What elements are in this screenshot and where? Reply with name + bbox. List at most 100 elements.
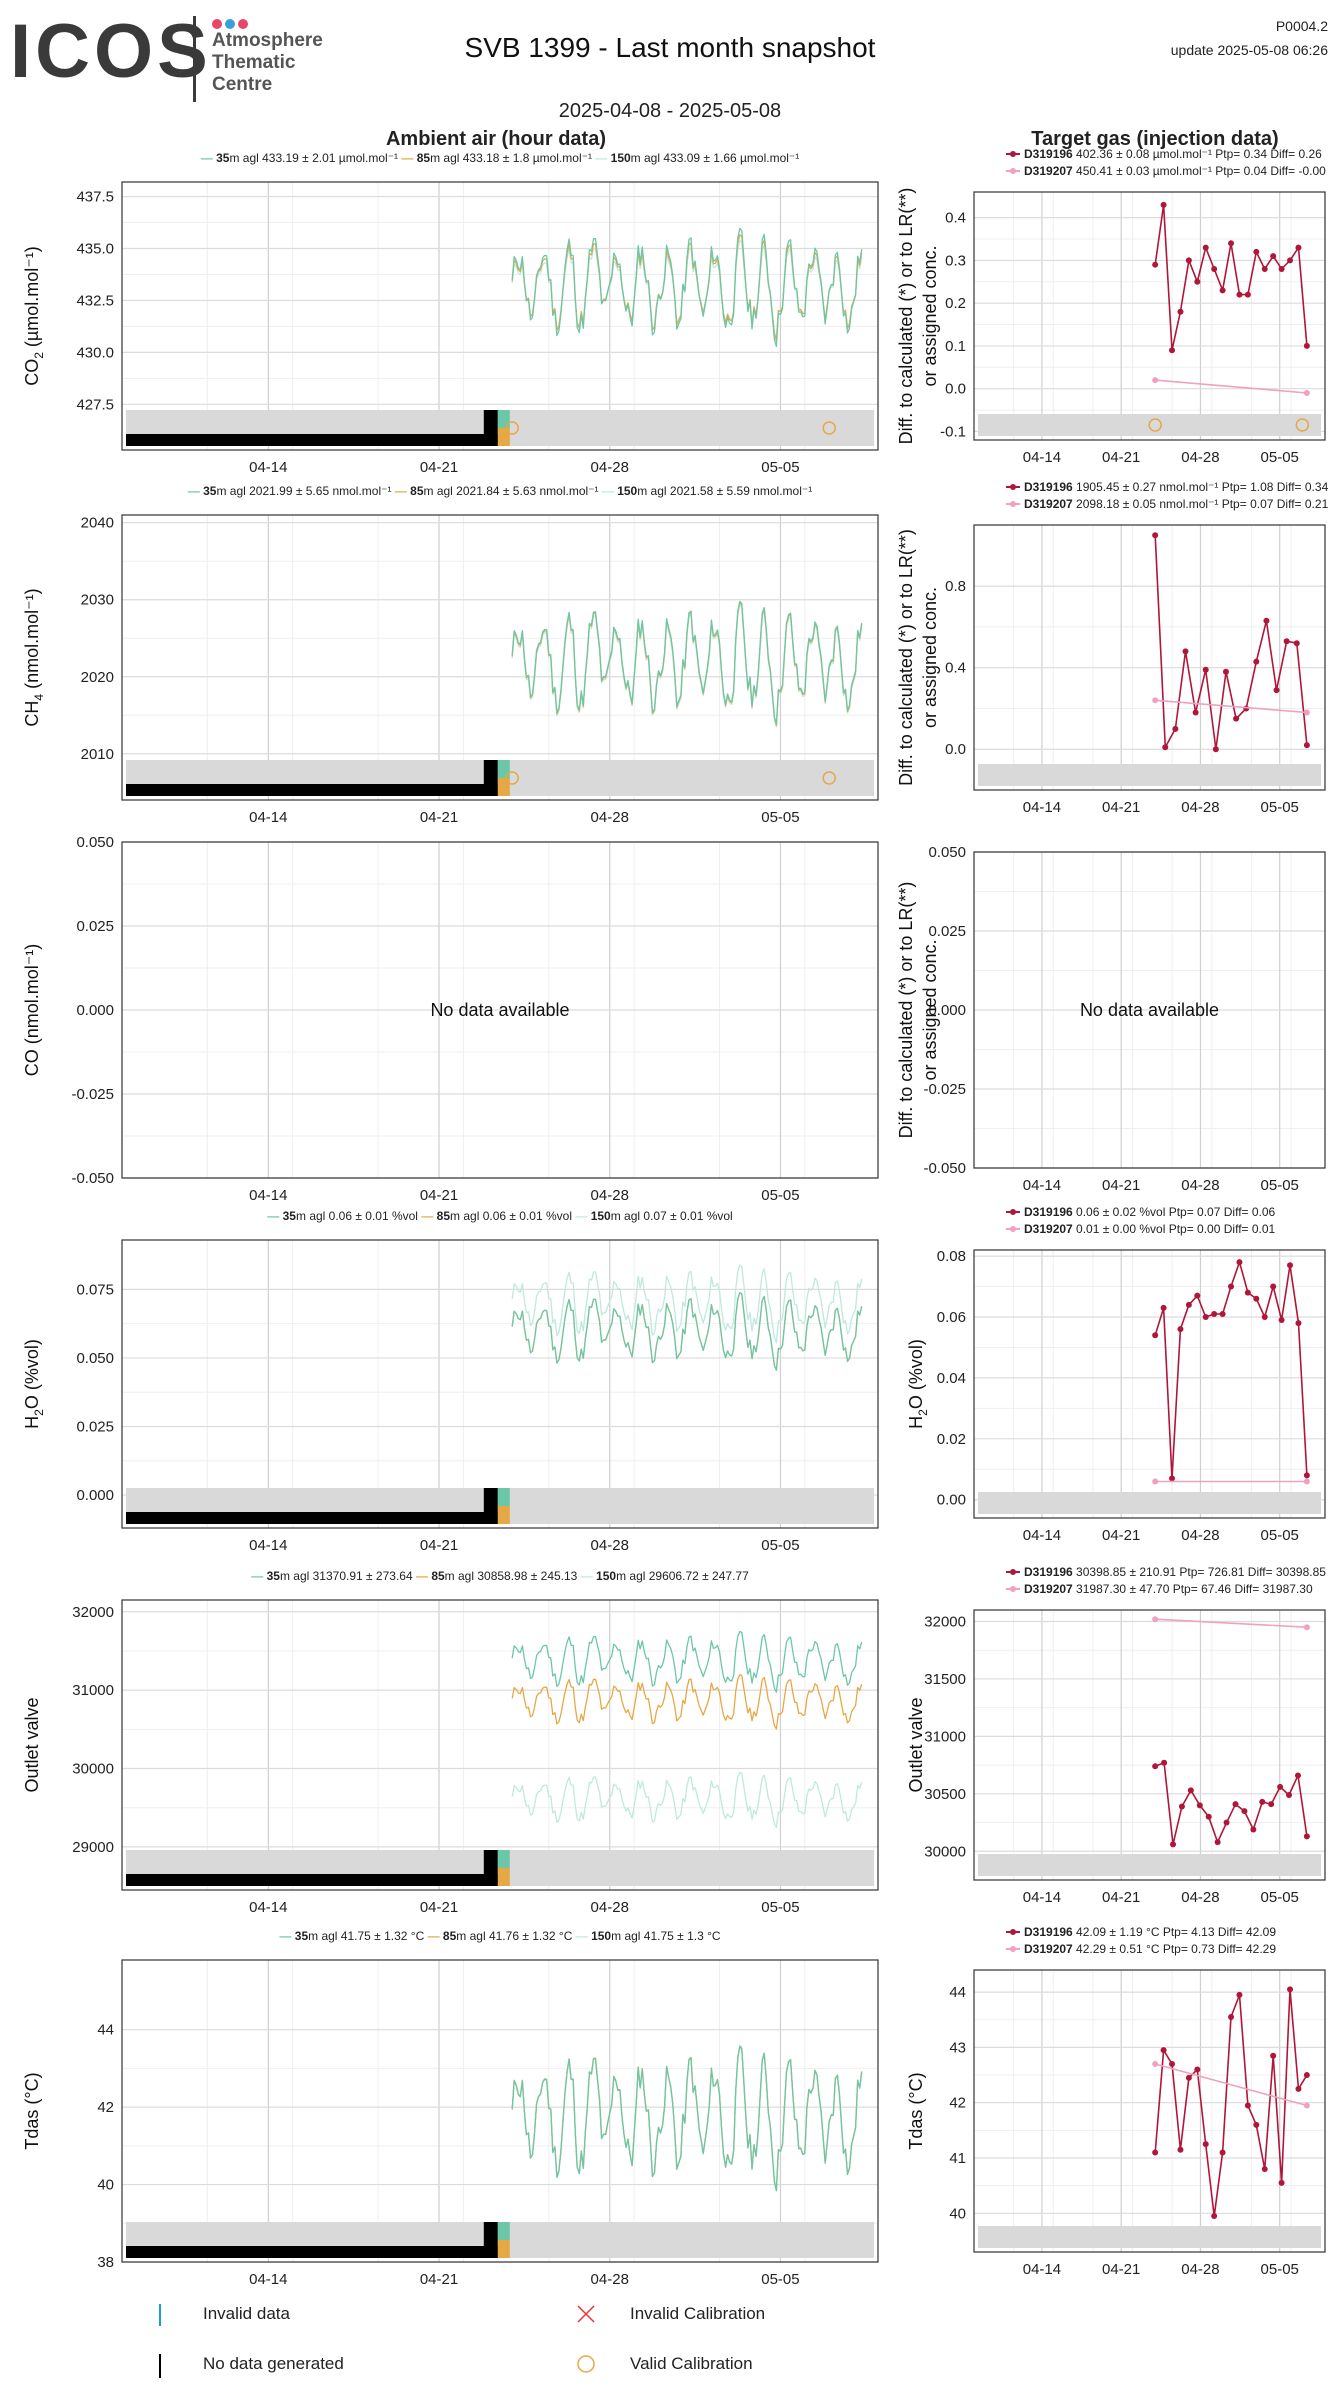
x-tick-label: 04-21 xyxy=(420,2271,458,2288)
y-tick-label: 44 xyxy=(949,1984,966,2001)
flag-block xyxy=(497,410,510,428)
y-axis-label-line: Diff. to calculated (*) or to LR(**) xyxy=(896,882,916,1139)
target-point xyxy=(1287,257,1294,264)
legend-height: 150 xyxy=(596,1569,616,1583)
y-tick-label: 435.0 xyxy=(76,240,114,257)
x-tick-label: 04-28 xyxy=(1181,799,1219,816)
legend-text: m agl 0.06 ± 0.01 %vol xyxy=(450,1209,572,1223)
target-point xyxy=(1219,287,1226,294)
logo-dot xyxy=(212,19,222,29)
y-tick-label: 0.025 xyxy=(76,1419,114,1436)
target-point xyxy=(1177,1326,1184,1333)
ambient-air-header: Ambient air (hour data) xyxy=(385,128,606,150)
x-tick-label: 04-14 xyxy=(1023,2261,1061,2278)
legend-text: m agl 433.19 ± 2.01 µmol.mol⁻¹ xyxy=(229,151,398,165)
update-timestamp: update 2025-05-08 06:26 xyxy=(1170,42,1328,58)
target-point xyxy=(1244,291,1251,298)
panel-co-ambient: -0.050 -0.025 0.000 0.025 0.050 04-14 04-21 04-… xyxy=(22,834,879,1204)
y-tick-label: 430.0 xyxy=(76,344,114,361)
flag-block xyxy=(497,778,510,796)
target-series-D319196 xyxy=(1154,204,1308,351)
x-tick-label: 04-14 xyxy=(1023,1889,1061,1906)
legend-name: D319196 xyxy=(1024,1925,1073,1939)
target-point xyxy=(1268,1801,1275,1808)
target-series-D319196 xyxy=(1154,535,1308,751)
target-point xyxy=(1270,253,1277,260)
station-code: P0004.2 xyxy=(1275,18,1328,34)
flag-strip xyxy=(978,764,1321,786)
y-tick-label: 2040 xyxy=(81,515,114,532)
x-tick-label: 04-21 xyxy=(1102,449,1140,466)
x-tick-label: 04-21 xyxy=(1102,2261,1140,2278)
x-tick-label: 04-21 xyxy=(420,1187,458,1204)
y-axis-label-sub: 2 xyxy=(32,352,46,359)
target-point xyxy=(1192,709,1199,716)
legend-marker xyxy=(1010,1946,1016,1952)
target-point xyxy=(1152,261,1159,268)
target-point xyxy=(1152,1763,1159,1770)
flag-block xyxy=(497,2240,510,2258)
target-point xyxy=(1169,1475,1176,1482)
flag-block xyxy=(497,1850,510,1868)
series-line-150m xyxy=(511,604,863,728)
target-point xyxy=(1194,278,1201,285)
x-tick-label: 04-28 xyxy=(591,809,629,826)
valid-calibration-label: Valid Calibration xyxy=(630,2354,753,2373)
x-tick-label: 05-05 xyxy=(761,1187,799,1204)
y-axis-label-main: CO xyxy=(22,359,42,386)
legend-text: m agl 0.07 ± 0.01 %vol xyxy=(611,1209,733,1223)
target-legend: D319196 1905.45 ± 0.27 nmol.mol⁻¹ Ptp= 1… xyxy=(1024,480,1329,494)
target-point xyxy=(1294,1772,1301,1779)
no-data-text: No data available xyxy=(430,1000,569,1020)
panel-h2o-ambient: 0.000 0.025 0.050 0.075 04-14 04-21 04-28 05-05… xyxy=(22,1209,879,1554)
target-point xyxy=(1278,1317,1285,1324)
target-point xyxy=(1172,725,1179,732)
y-axis-label: H2O (%vol) xyxy=(22,1339,46,1429)
target-point xyxy=(1236,1259,1243,1266)
target-point xyxy=(1259,1798,1266,1805)
x-tick-label: 04-28 xyxy=(591,1537,629,1554)
legend-height: 85 xyxy=(437,1209,451,1223)
target-point xyxy=(1205,1813,1212,1820)
target-point xyxy=(1263,617,1270,624)
target-point xyxy=(1194,1292,1201,1299)
series-legend: — 35m agl 2021.99 ± 5.65 nmol.mol⁻¹ — 85… xyxy=(188,484,812,498)
logo-dot xyxy=(225,19,235,29)
panel-border xyxy=(121,1959,879,2263)
target-point xyxy=(1196,1802,1203,1809)
x-tick-label: 04-21 xyxy=(420,809,458,826)
y-axis-label-main: H xyxy=(906,1416,926,1429)
target-point xyxy=(1160,1304,1167,1311)
x-tick-label: 05-05 xyxy=(1261,1889,1299,1906)
panel-tdas-ambient: 38 40 42 44 04-14 04-21 04-28 05-05 Tdas (°C) — 3… xyxy=(22,1929,879,2288)
target-point xyxy=(1152,2061,1159,2067)
legend-text: 2098.18 ± 0.05 nmol.mol⁻¹ Ptp= 0.07 Diff… xyxy=(1073,497,1329,511)
series-legend: — 35m agl 0.06 ± 0.01 %vol — 85m agl 0.0… xyxy=(267,1209,732,1223)
invalid-data-label: Invalid data xyxy=(203,2304,290,2323)
x-tick-label: 05-05 xyxy=(1261,1177,1299,1194)
x-tick-label: 04-21 xyxy=(420,1899,458,1916)
target-gas-header: Target gas (injection data) xyxy=(1031,128,1279,150)
legend-swatch: — xyxy=(279,1929,294,1943)
legend-swatch: — xyxy=(572,1929,591,1943)
target-point xyxy=(1194,2066,1201,2073)
y-tick-label: 0.0 xyxy=(945,381,966,398)
target-legend: D319207 2098.18 ± 0.05 nmol.mol⁻¹ Ptp= 0… xyxy=(1024,497,1329,511)
y-axis-label: Tdas (°C) xyxy=(906,2072,926,2149)
y-tick-label: 437.5 xyxy=(76,189,114,206)
y-tick-label: 43 xyxy=(949,2039,966,2056)
legend-text: m agl 433.09 ± 1.66 µmol.mol⁻¹ xyxy=(631,151,800,165)
panel-border xyxy=(973,1969,1326,2253)
valid-calibration-marker xyxy=(1148,418,1162,432)
y-tick-label: 31000 xyxy=(924,1728,966,1745)
legend-name: D319207 xyxy=(1024,497,1073,511)
series-line-85m xyxy=(511,602,863,727)
legend-text: 31987.30 ± 47.70 Ptp= 67.46 Diff= 31987.… xyxy=(1073,1582,1313,1596)
valid-calibration-marker xyxy=(822,771,836,785)
target-point xyxy=(1187,1787,1194,1794)
legend-text: 42.29 ± 0.51 °C Ptp= 0.73 Diff= 42.29 xyxy=(1073,1942,1277,1956)
y-tick-label: 432.5 xyxy=(76,292,114,309)
invalid-calibration-label: Invalid Calibration xyxy=(630,2304,766,2323)
valid-calibration-marker xyxy=(822,421,836,435)
